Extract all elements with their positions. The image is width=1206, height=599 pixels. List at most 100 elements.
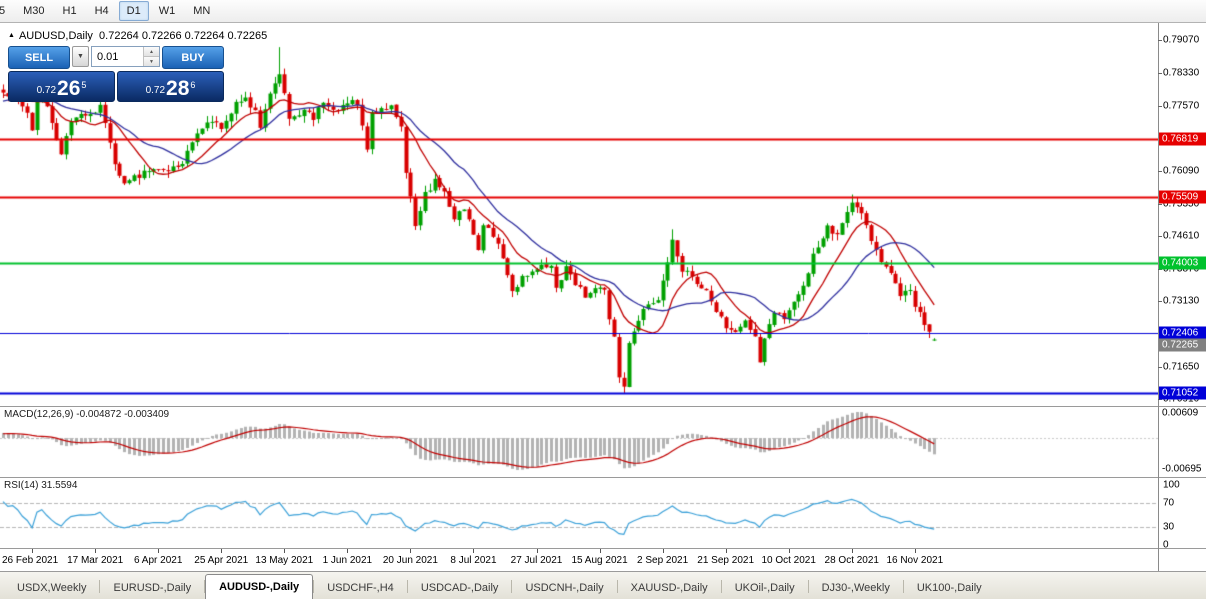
buy-price-panel[interactable]: 0.72 28 6 xyxy=(117,71,224,102)
chevron-down-icon: ▼ xyxy=(77,53,84,60)
panel-splitter[interactable] xyxy=(0,406,1206,407)
timeframe-toolbar: 5 M30 H1 H4 D1 W1 MN xyxy=(0,0,1206,23)
macd-label: MACD(12,26,9) -0.004872 -0.003409 xyxy=(4,409,170,420)
tab-separator xyxy=(720,580,722,593)
date-label: 17 Mar 2021 xyxy=(67,555,124,566)
chart-tab-DJ30-Weekly[interactable]: DJ30-,Weekly xyxy=(821,581,890,594)
date-label: 13 May 2021 xyxy=(255,555,314,566)
current-price-badge: 0.72265 xyxy=(1159,338,1206,352)
lot-stepper: ▲ ▼ xyxy=(143,47,159,66)
hline-price-badge: 0.75509 xyxy=(1159,190,1206,204)
date-tick xyxy=(95,549,96,553)
lot-dropdown-button[interactable]: ▼ xyxy=(72,46,89,67)
chart-tab-USDCNH-Daily[interactable]: USDCNH-,Daily xyxy=(525,581,604,594)
buy-button[interactable]: BUY xyxy=(162,46,224,69)
date-label: 20 Jun 2021 xyxy=(382,555,438,566)
timeframe-button-H1[interactable]: H1 xyxy=(62,5,77,17)
tab-separator xyxy=(511,580,513,593)
price-axis-label: 0.73130 xyxy=(1163,295,1200,307)
ohlc-values: 0.72264 0.72266 0.72264 0.72265 xyxy=(99,30,268,42)
chart-tab-XAUUSD-Daily[interactable]: XAUUSD-,Daily xyxy=(630,581,708,594)
chart-tab-UK100-Daily[interactable]: UK100-,Daily xyxy=(916,581,982,594)
chart-tab-UKOil-Daily[interactable]: UKOil-,Daily xyxy=(734,581,795,594)
tab-separator xyxy=(313,580,315,593)
chart-title: ▲ AUDUSD,Daily 0.72264 0.72266 0.72264 0.… xyxy=(8,30,267,42)
tab-separator xyxy=(406,580,408,593)
hline-price-badge: 0.72406 xyxy=(1159,326,1206,340)
date-tick xyxy=(410,549,411,553)
sell-price-panel[interactable]: 0.72 26 5 xyxy=(8,71,115,102)
chart-tab-USDCAD-Daily[interactable]: USDCAD-,Daily xyxy=(420,581,499,594)
rsi-indicator-chart[interactable] xyxy=(0,478,1158,548)
sell-price-big: 26 xyxy=(57,77,81,100)
rsi-axis-label: 100 xyxy=(1163,479,1180,491)
sell-button[interactable]: SELL xyxy=(8,46,70,69)
date-label: 6 Apr 2021 xyxy=(134,555,183,566)
buy-price-pipette: 6 xyxy=(190,80,196,90)
axis-tick xyxy=(1158,367,1162,368)
date-tick xyxy=(915,549,916,553)
date-label: 2 Sep 2021 xyxy=(637,555,689,566)
chart-tab-AUDUSD-Daily[interactable]: AUDUSD-,Daily xyxy=(205,574,314,599)
timeframe-button-D1[interactable]: D1 xyxy=(118,1,149,21)
date-tick xyxy=(852,549,853,553)
date-label: 16 Nov 2021 xyxy=(886,555,944,566)
date-label: 10 Oct 2021 xyxy=(761,555,816,566)
date-tick xyxy=(600,549,601,553)
date-label: 15 Aug 2021 xyxy=(571,555,628,566)
sell-price-prefix: 0.72 xyxy=(36,85,57,96)
date-tick xyxy=(473,549,474,553)
panel-splitter[interactable] xyxy=(0,477,1206,478)
date-label: 26 Feb 2021 xyxy=(2,555,59,566)
chart-tab-USDX-Weekly[interactable]: USDX,Weekly xyxy=(17,581,87,594)
price-axis-label: 0.79070 xyxy=(1163,34,1200,46)
date-label: 8 Jul 2021 xyxy=(450,555,497,566)
lot-size-value[interactable]: 0.01 xyxy=(97,50,119,63)
date-label: 27 Jul 2021 xyxy=(510,555,563,566)
axis-tick xyxy=(1158,40,1162,41)
macd-indicator-chart[interactable] xyxy=(0,407,1158,477)
hline-price-badge: 0.76819 xyxy=(1159,132,1206,146)
price-axis-label: 0.75350 xyxy=(1163,198,1200,210)
axis-tick xyxy=(1158,171,1162,172)
date-tick xyxy=(347,549,348,553)
timeframe-button-W1[interactable]: W1 xyxy=(158,5,176,17)
axis-tick xyxy=(1158,399,1162,400)
price-axis-label: 0.78330 xyxy=(1163,67,1200,79)
panel-splitter[interactable] xyxy=(0,548,1206,549)
date-tick xyxy=(726,549,727,553)
timeframe-button-M30[interactable]: M30 xyxy=(23,5,45,17)
hline-price-badge: 0.74003 xyxy=(1159,256,1206,270)
axis-tick xyxy=(1158,73,1162,74)
rsi-axis-label: 0 xyxy=(1163,539,1169,551)
symbol-period-label: AUDUSD,Daily xyxy=(18,30,93,42)
tab-separator xyxy=(902,580,904,593)
timeframe-button-MN[interactable]: MN xyxy=(193,5,211,17)
macd-axis-max: 0.00609 xyxy=(1162,407,1199,419)
timeframe-button-H4[interactable]: H4 xyxy=(94,5,109,17)
axis-tick xyxy=(1158,204,1162,205)
chart-tab-bar: USDX,Weekly EURUSD-,Daily AUDUSD-,Daily USD… xyxy=(0,571,1206,599)
chart-tab-USDCHF-H4[interactable]: USDCHF-,H4 xyxy=(327,581,394,594)
rsi-axis-label: 70 xyxy=(1163,497,1175,509)
tab-separator xyxy=(204,580,206,593)
date-label: 25 Apr 2021 xyxy=(194,555,249,566)
price-axis-label: 0.76090 xyxy=(1163,165,1200,177)
lot-size-input[interactable]: 0.01 ▲ ▼ xyxy=(91,46,160,67)
spin-up-icon[interactable]: ▲ xyxy=(144,47,159,56)
chart-tab-EURUSD-Daily[interactable]: EURUSD-,Daily xyxy=(113,581,192,594)
hline-price-badge: 0.71052 xyxy=(1159,386,1206,400)
price-axis-label: 0.71650 xyxy=(1163,361,1200,373)
sell-price-pipette: 5 xyxy=(81,80,87,90)
buy-price-big: 28 xyxy=(166,77,190,100)
one-click-trading-panel: SELL ▼ 0.01 ▲ ▼ BUY 0.72 26 5 0.72 28 6 xyxy=(8,46,224,102)
tab-separator xyxy=(99,580,101,593)
timeframe-button-5[interactable]: 5 xyxy=(0,1,13,21)
collapse-panel-icon[interactable]: ▲ xyxy=(8,32,15,39)
date-tick xyxy=(32,549,33,553)
macd-axis-min: -0.00695 xyxy=(1162,463,1202,475)
spin-down-icon[interactable]: ▼ xyxy=(144,56,159,66)
date-axis: 26 Feb 2021 17 Mar 2021 6 Apr 2021 25 Apr 2… xyxy=(0,549,1158,571)
buy-price-prefix: 0.72 xyxy=(145,85,166,96)
